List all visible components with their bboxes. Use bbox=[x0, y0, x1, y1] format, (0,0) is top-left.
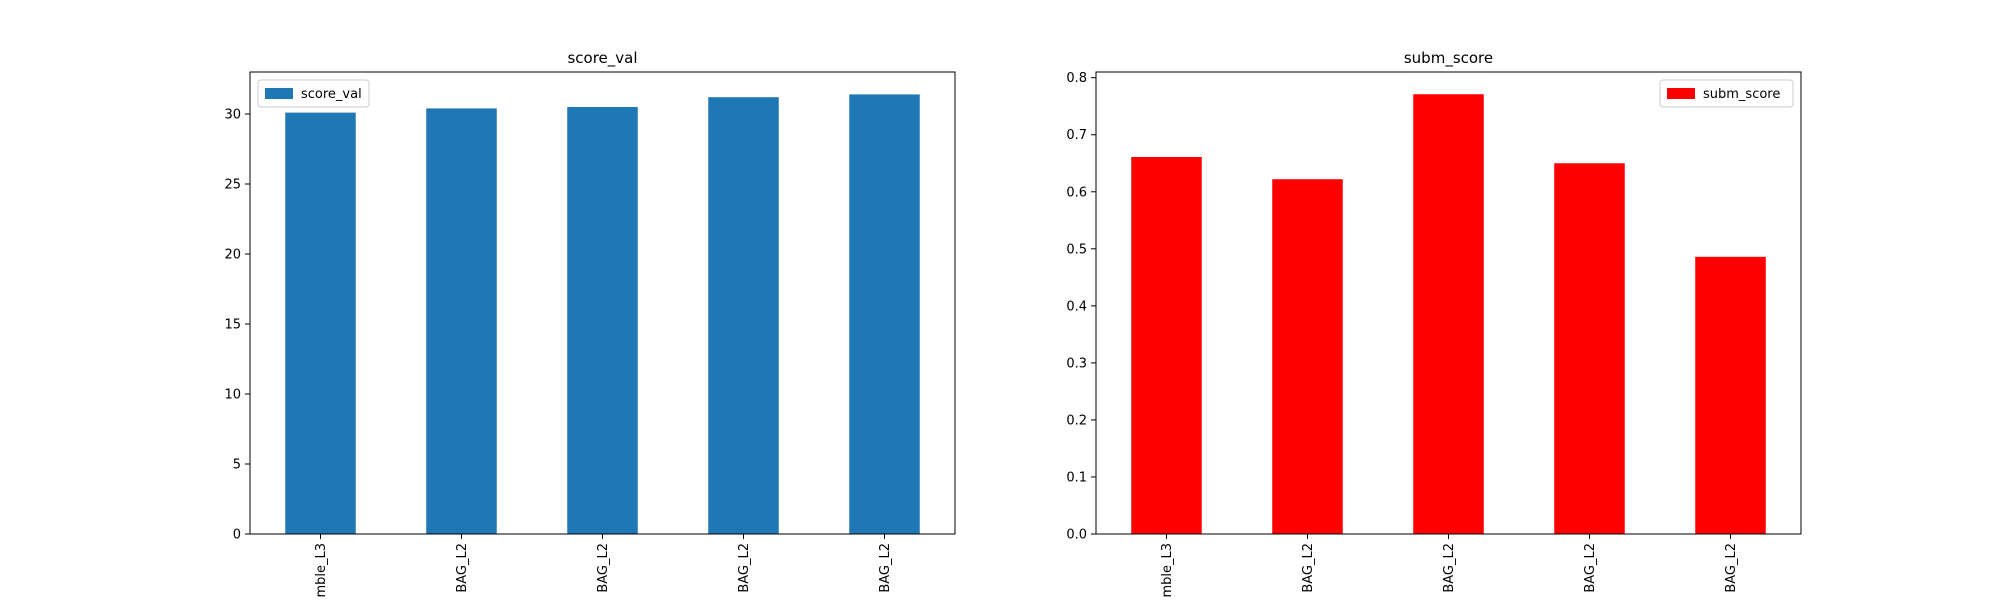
y-tick-label: 0.0 bbox=[1066, 528, 1087, 543]
x-tick-label: BAG_L2 bbox=[596, 543, 611, 593]
y-tick-label: 10 bbox=[224, 388, 241, 403]
legend-label: subm_score bbox=[1703, 87, 1780, 102]
legend: subm_score bbox=[1659, 79, 1794, 108]
x-tick-label: mble_L3 bbox=[1160, 543, 1175, 598]
bar bbox=[1272, 179, 1343, 535]
x-tick-label: BAG_L2 bbox=[878, 543, 893, 593]
y-tick-label: 25 bbox=[224, 178, 241, 193]
x-tick-label: BAG_L2 bbox=[1724, 543, 1739, 593]
y-tick-label: 5 bbox=[233, 458, 241, 473]
y-tick-label: 0.1 bbox=[1066, 470, 1087, 485]
legend-box bbox=[257, 79, 370, 108]
chart-title: score_val bbox=[567, 49, 637, 68]
x-tick-label: BAG_L2 bbox=[1442, 543, 1457, 593]
legend-box bbox=[1659, 79, 1794, 108]
y-tick-label: 0.3 bbox=[1066, 356, 1087, 371]
bar bbox=[285, 112, 356, 534]
bar bbox=[1131, 156, 1202, 535]
bar bbox=[1695, 256, 1766, 534]
bar bbox=[849, 94, 920, 535]
x-tick-label: BAG_L2 bbox=[1301, 543, 1316, 593]
chart-panel-2: subm_score 0.0 0.1 0.2 0.3 0.4 0.5 0.6 0.7 0.8 mbl… bbox=[1066, 49, 1802, 598]
bar bbox=[426, 108, 497, 535]
x-tick-label: BAG_L2 bbox=[737, 543, 752, 593]
bar bbox=[567, 107, 638, 534]
y-tick-label: 0.6 bbox=[1066, 185, 1087, 200]
y-tick-label: 0.8 bbox=[1066, 71, 1087, 86]
y-tick-label: 30 bbox=[224, 108, 241, 123]
y-tick-label: 0.7 bbox=[1066, 128, 1087, 143]
y-tick-label: 20 bbox=[224, 248, 241, 263]
y-tick-label: 0.2 bbox=[1066, 413, 1087, 428]
x-tick-label: BAG_L2 bbox=[455, 543, 470, 593]
legend-swatch bbox=[265, 88, 293, 99]
bar bbox=[1554, 163, 1625, 534]
y-tick-label: 0.4 bbox=[1066, 299, 1087, 314]
y-tick-label: 0.5 bbox=[1066, 242, 1087, 257]
chart-panel-1: score_val 0 5 10 15 20 25 30 mble_L3 BAG_L2 BAG_L2… bbox=[224, 49, 956, 598]
bar bbox=[1413, 94, 1484, 534]
y-tick-label: 0 bbox=[233, 528, 241, 543]
legend: score_val bbox=[257, 79, 370, 108]
x-tick-label: mble_L3 bbox=[314, 543, 329, 598]
legend-swatch bbox=[1667, 88, 1695, 99]
x-tick-label: BAG_L2 bbox=[1583, 543, 1598, 593]
chart-title: subm_score bbox=[1404, 49, 1493, 68]
bar bbox=[708, 97, 779, 534]
legend-label: score_val bbox=[301, 87, 362, 102]
y-tick-label: 15 bbox=[224, 318, 241, 333]
